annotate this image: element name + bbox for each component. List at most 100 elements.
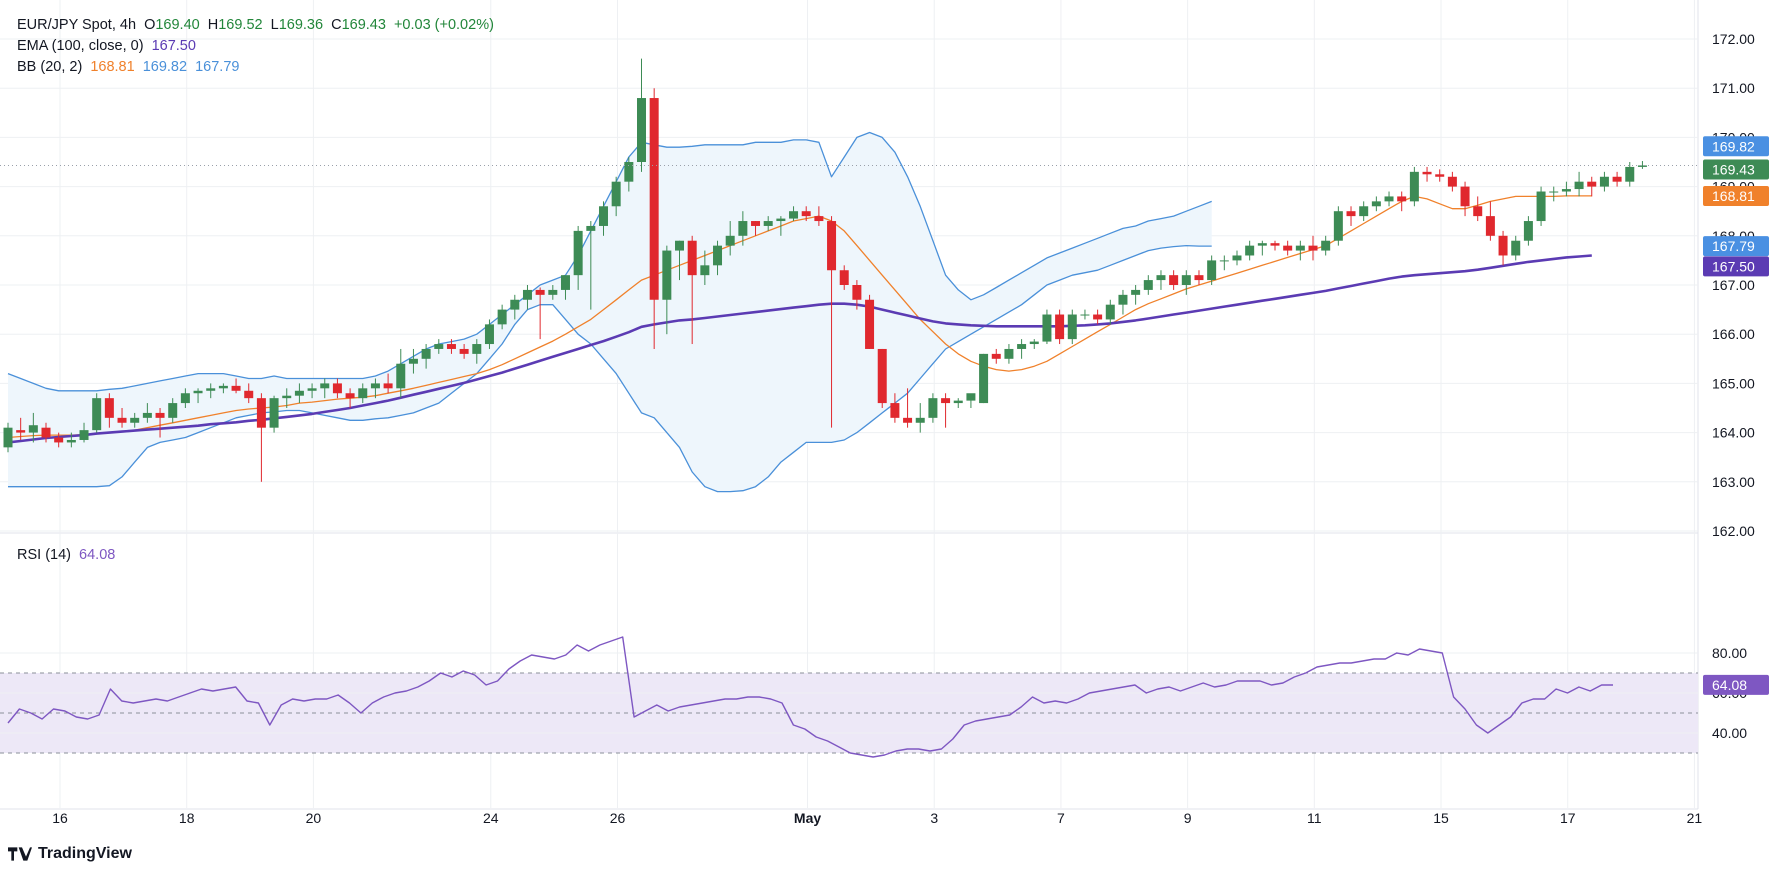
candle — [1511, 235, 1521, 261]
bb-upper-badge: 169.82 — [1703, 136, 1769, 157]
candle-body — [1283, 245, 1293, 251]
bb-lower-badge-bg — [1703, 236, 1769, 257]
candle — [142, 403, 152, 423]
candle — [1637, 161, 1647, 169]
candle-body — [142, 412, 152, 418]
candle-body — [814, 216, 824, 222]
candle — [789, 206, 799, 222]
ema-badge-text: 167.50 — [1712, 258, 1755, 274]
candle — [1435, 169, 1445, 182]
candle — [79, 422, 89, 443]
candle-body — [66, 439, 76, 443]
candle-body — [1105, 304, 1115, 320]
candle — [662, 245, 672, 335]
candle-body — [611, 181, 621, 207]
bb-lower-badge: 167.79 — [1703, 236, 1769, 257]
candle — [130, 412, 140, 428]
candle-body — [725, 235, 735, 246]
rsi-tick-label: 80.00 — [1712, 645, 1747, 661]
candle-body — [383, 383, 393, 389]
time-tick-label: 16 — [52, 810, 68, 826]
candle-body — [763, 221, 773, 226]
candle-body — [1143, 280, 1153, 290]
candle-body — [1321, 240, 1331, 251]
candle-body — [421, 348, 431, 359]
candle-body — [1169, 275, 1179, 285]
candle — [332, 378, 342, 399]
bb-basis-badge-bg — [1703, 185, 1769, 206]
candle-body — [548, 289, 558, 295]
candle-body — [700, 265, 710, 276]
candle — [294, 383, 304, 404]
candle-body — [827, 221, 837, 271]
time-tick-label: 7 — [1057, 810, 1065, 826]
candle-body — [1295, 245, 1305, 251]
rsi-tick-label: 40.00 — [1712, 725, 1747, 741]
candle — [1625, 162, 1635, 187]
candle — [598, 201, 608, 236]
candle — [649, 88, 659, 349]
candle-body — [624, 162, 634, 182]
candle — [1042, 309, 1052, 345]
candle — [1333, 206, 1343, 246]
candle-body — [510, 299, 520, 310]
candle — [168, 398, 178, 423]
tradingview-logo-icon — [8, 847, 32, 861]
candle-body — [598, 206, 608, 226]
rsi-value: 64.08 — [79, 547, 116, 563]
candle-body — [839, 270, 849, 285]
candle — [865, 294, 875, 349]
candle-body — [751, 221, 761, 226]
candle — [1143, 275, 1153, 295]
bb-lower-value: 167.79 — [195, 59, 240, 75]
candle-body — [1574, 181, 1584, 190]
candle-body — [1181, 275, 1191, 285]
candle — [1232, 250, 1242, 266]
candle — [624, 157, 634, 192]
candle-body — [282, 395, 292, 399]
candle-body — [1523, 221, 1533, 241]
candle-body — [345, 393, 355, 399]
candle-body — [1118, 294, 1128, 305]
time-tick-label: 20 — [306, 810, 322, 826]
candle-body — [1346, 211, 1356, 217]
last-price-badge: 169.43 — [1703, 159, 1769, 180]
candle-body — [256, 398, 266, 428]
candle-body — [649, 98, 659, 300]
time-tick-label: 26 — [610, 810, 626, 826]
candle-body — [180, 393, 190, 404]
candle-body — [269, 398, 279, 428]
candle-body — [1257, 243, 1267, 246]
rsi-legend: RSI (14) 64.08 — [17, 547, 119, 563]
candle-body — [1625, 166, 1635, 182]
ema-label: EMA (100, close, 0) — [17, 38, 144, 54]
candle-body — [1397, 196, 1407, 202]
candle-body — [1194, 275, 1204, 281]
candle-body — [662, 250, 672, 300]
price-tick-label: 172.00 — [1712, 31, 1755, 47]
candle — [1004, 344, 1014, 364]
time-tick-label: 3 — [930, 810, 938, 826]
candle-body — [41, 427, 51, 438]
price-tick-label: 163.00 — [1712, 474, 1755, 490]
candle — [890, 393, 900, 423]
time-tick-label: 24 — [483, 810, 499, 826]
candle-body — [928, 398, 938, 418]
candle — [548, 285, 558, 300]
candle — [751, 221, 761, 236]
candle — [827, 216, 837, 428]
candle — [1245, 240, 1255, 261]
rsi-badge: 64.08 — [1703, 674, 1769, 695]
candle-body — [1371, 201, 1381, 207]
candle — [1131, 285, 1141, 305]
candle-body — [497, 309, 507, 325]
candle-body — [130, 417, 140, 423]
candle-body — [713, 245, 723, 266]
candle-body — [155, 412, 165, 418]
candle — [282, 388, 292, 408]
candle-body — [687, 240, 697, 276]
candle-body — [1308, 245, 1318, 251]
candle-body — [332, 383, 342, 394]
tradingview-brand[interactable]: TradingView — [8, 845, 132, 863]
candle — [1067, 309, 1077, 345]
